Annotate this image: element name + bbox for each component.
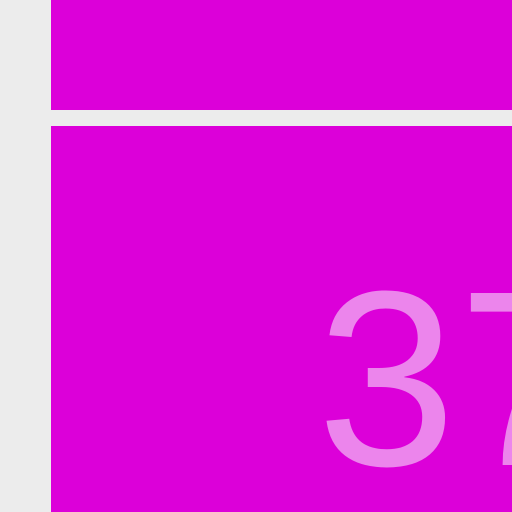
top-tile[interactable]	[51, 0, 512, 110]
main-tile[interactable]: 37	[51, 126, 512, 512]
tile-value: 37	[317, 239, 512, 512]
